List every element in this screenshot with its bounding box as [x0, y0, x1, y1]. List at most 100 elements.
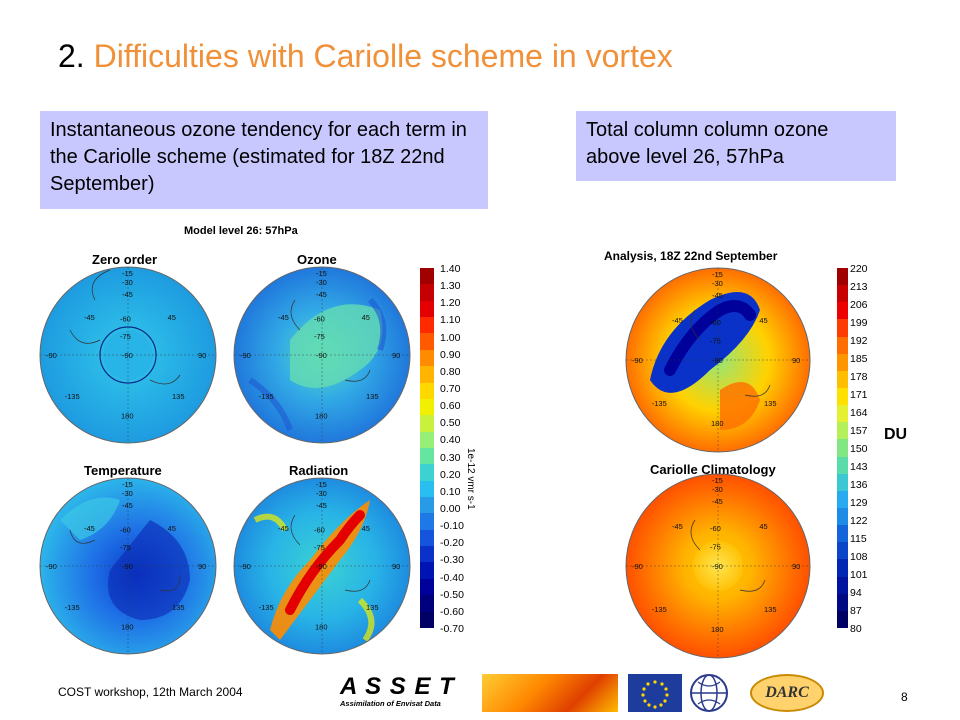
map-tick-label: 45: [759, 316, 767, 325]
map-tick-label: -75: [710, 336, 721, 345]
map-tick-label: -90: [632, 356, 643, 365]
map-tick-label: -60: [120, 315, 131, 324]
colorbar-swatch: [837, 593, 848, 611]
map-analysis: [625, 267, 811, 453]
colorbar-swatch: [837, 507, 848, 526]
map-tick-label: -75: [120, 543, 131, 552]
map-tick-label: -45: [122, 501, 133, 510]
colorbar-tick-label: 129: [850, 497, 868, 509]
colorbar-tick-label: 115: [850, 533, 867, 545]
colorbar-swatch: [837, 302, 848, 320]
colorbar-swatch: [837, 542, 848, 560]
colorbar-swatch: [837, 336, 848, 354]
colorbar-swatch: [420, 300, 434, 318]
map-tick-label: 90: [392, 562, 400, 571]
tendency-colorbar: [420, 268, 434, 628]
map-tick-label: -90: [46, 351, 57, 360]
colorbar-tick-label: -0.40: [440, 571, 464, 584]
map-tick-label: -45: [84, 524, 95, 533]
colorbar-tick-label: 0.70: [440, 383, 461, 395]
colorbar-tick-label: 0.90: [440, 348, 461, 361]
colorbar-swatch: [420, 546, 434, 563]
colorbar-swatch: [420, 513, 434, 530]
colorbar-tick-label: -0.60: [440, 605, 464, 618]
colorbar-tick-label: 87: [850, 605, 862, 617]
colorbar-swatch: [420, 447, 434, 465]
map-tick-label: 90: [392, 351, 400, 360]
colorbar-tick-label: 101: [850, 569, 868, 581]
colorbar-swatch: [420, 268, 434, 285]
map-label-analysis: Analysis, 18Z 22nd September: [604, 249, 778, 263]
map-tick-label: 180: [121, 622, 134, 631]
colorbar-tick-label: 220: [850, 263, 868, 275]
colorbar-tick-label: 0.30: [440, 451, 461, 464]
colorbar-tick-label: 108: [850, 551, 868, 563]
map-tick-label: -90: [316, 351, 327, 360]
colorbar-swatch: [420, 398, 434, 416]
map-label-cariolle-climatology: Cariolle Climatology: [650, 462, 776, 477]
colorbar-tick-label: -0.10: [440, 520, 464, 533]
tendency-colorbar-unit: 1e-12 vmr s-1: [465, 448, 476, 510]
colorbar-tick-label: 1.40: [440, 263, 461, 275]
map-tick-label: -75: [314, 543, 325, 552]
map-tick-label: -60: [314, 315, 325, 324]
colorbar-tick-label: 206: [850, 299, 868, 311]
map-tick-label: 135: [172, 392, 185, 401]
colorbar-swatch: [837, 559, 848, 577]
map-tick-label: -75: [314, 332, 325, 341]
map-tick-label: 45: [168, 313, 176, 322]
map-ozone: [233, 266, 411, 444]
colorbar-swatch: [420, 464, 434, 481]
title-number: 2.: [58, 38, 85, 74]
colorbar-swatch: [837, 268, 848, 286]
map-tick-label: 45: [168, 524, 176, 533]
map-tick-label: -60: [710, 318, 721, 327]
map-tick-label: 90: [198, 351, 206, 360]
map-tick-labels: -15 -30 -45 -45 45 -60 -75 -90 -90 90 -135 135 180 -1…: [46, 269, 800, 634]
map-tick-label: 45: [362, 313, 370, 322]
colorbar-tick-label: 122: [850, 515, 868, 527]
colorbar-swatch: [837, 456, 848, 474]
map-tick-label: -90: [712, 562, 723, 571]
map-tick-label: -135: [259, 392, 274, 401]
map-tick-label: -135: [652, 399, 667, 408]
colorbar-tick-label: 164: [850, 407, 868, 419]
left-caption-box: Instantaneous ozone tendency for each te…: [40, 111, 488, 209]
colorbar-swatch: [420, 317, 434, 334]
globe-logo: [688, 672, 730, 714]
colorbar-swatch: [837, 370, 848, 388]
colorbar-swatch: [420, 349, 434, 367]
colorbar-tick-label: 1.20: [440, 297, 461, 310]
colorbar-tick-label: 185: [850, 353, 868, 365]
colorbar-swatch: [837, 439, 848, 457]
map-tick-label: -30: [122, 278, 133, 287]
colorbar-tick-label: 94: [850, 587, 862, 599]
colorbar-tick-label: 0.80: [440, 365, 461, 378]
colorbar-tick-label: 0.20: [440, 468, 461, 481]
darc-logo: DARC: [750, 674, 824, 712]
colorbar-tick-label: 1.10: [440, 314, 461, 327]
map-tick-label: -15: [122, 480, 133, 489]
map-tick-label: 90: [792, 562, 800, 571]
footer-text: COST workshop, 12th March 2004: [58, 685, 243, 699]
colorbar-tick-label: 171: [850, 389, 868, 401]
map-tick-label: -45: [316, 290, 327, 299]
colorbar-swatch: [837, 422, 848, 440]
map-tick-label: 90: [198, 562, 206, 571]
colorbar-tick-label: 80: [850, 623, 862, 635]
colorbar-swatch: [420, 480, 434, 498]
colorbar-tick-label: 150: [850, 443, 868, 455]
colorbar-tick-label: 1.00: [440, 331, 461, 344]
colorbar-tick-label: 0.10: [440, 485, 461, 498]
map-tick-label: -90: [316, 562, 327, 571]
map-tick-label: -135: [65, 603, 80, 612]
colorbar-tick-label: -0.70: [440, 623, 464, 635]
asset-logo: A S S E T Assimilation of Envisat Data: [340, 675, 480, 711]
map-label-radiation: Radiation: [289, 463, 349, 478]
banner-image: [482, 674, 618, 712]
map-tick-label: 180: [711, 625, 724, 634]
colorbar-swatch: [837, 610, 848, 628]
map-tick-label: -45: [712, 291, 723, 300]
map-tick-label: -135: [259, 603, 274, 612]
colorbar-swatch: [837, 525, 848, 543]
